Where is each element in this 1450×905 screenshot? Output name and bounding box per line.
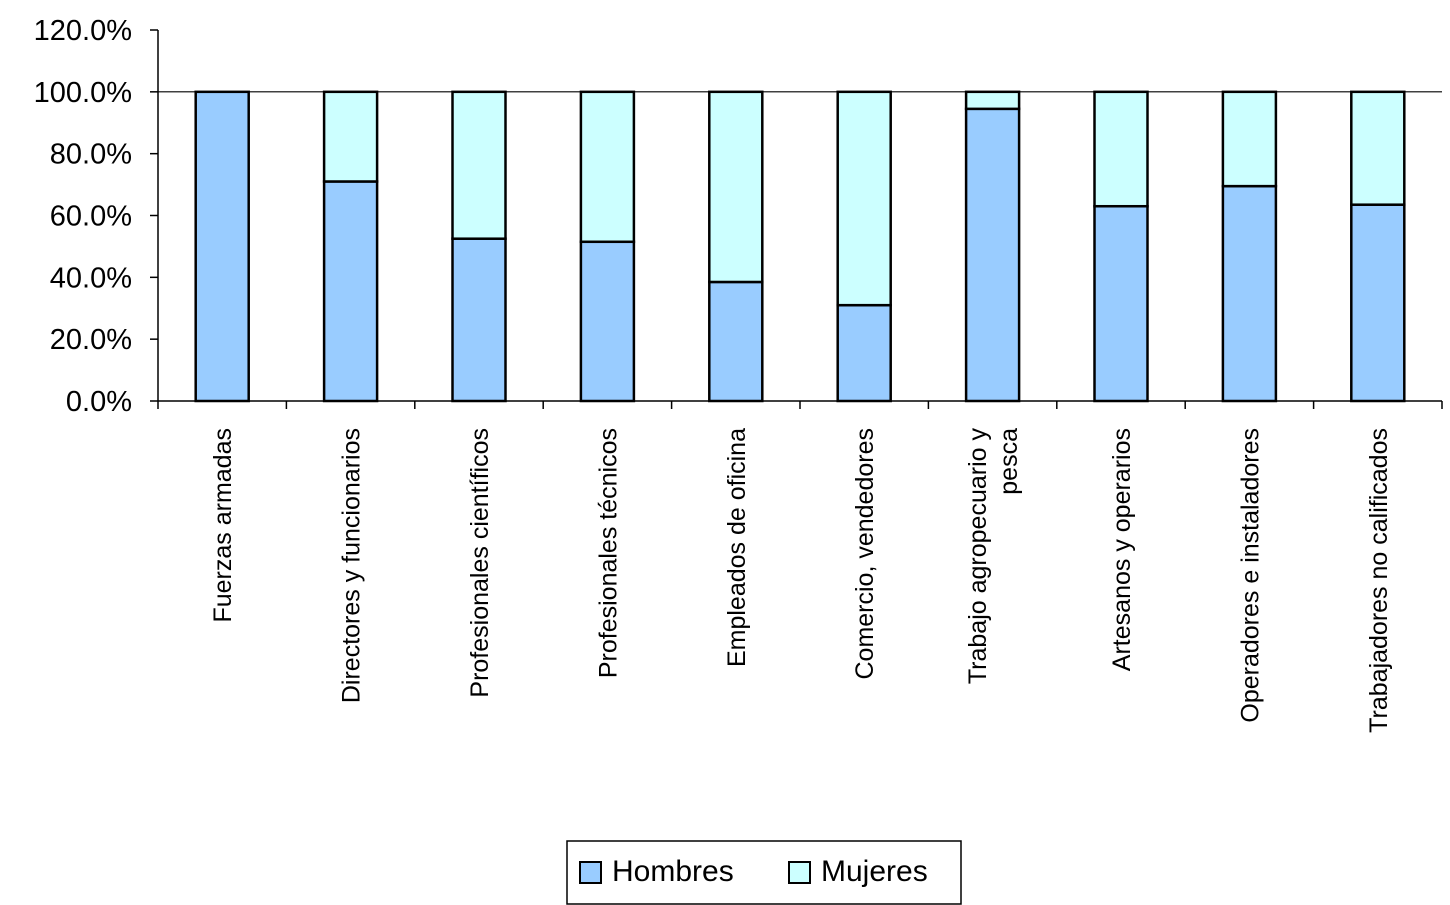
y-tick-label: 0.0% bbox=[66, 386, 132, 418]
bar-hombres-6 bbox=[964, 107, 1021, 403]
x-tick-label-line: Comercio, vendedores bbox=[851, 428, 879, 680]
bar-hombres-8 bbox=[1221, 184, 1278, 403]
bar-mujeres-7 bbox=[1093, 90, 1149, 208]
bar-hombres-7 bbox=[1093, 204, 1149, 403]
y-axis: 0.0% 20.0% 40.0% 60.0% 80.0% 100.0% 120.0% bbox=[34, 15, 159, 418]
category-labels: Fuerzas armadas Directores y funcionarios… bbox=[209, 428, 1393, 733]
bar-hombres-3 bbox=[579, 240, 636, 403]
x-tick-label-line: Fuerzas armadas bbox=[209, 428, 237, 623]
bar-mujeres-4 bbox=[708, 90, 764, 284]
x-tick-label: Fuerzas armadas bbox=[209, 428, 237, 623]
x-tick-label-line: Empleados de oficina bbox=[723, 428, 751, 667]
bar-hombres-9 bbox=[1350, 203, 1406, 403]
legend-swatch-mujeres bbox=[788, 861, 811, 884]
legend: Hombres Mujeres bbox=[566, 840, 962, 905]
bar-mujeres-2 bbox=[451, 90, 507, 240]
bar-mujeres-9 bbox=[1350, 90, 1406, 206]
x-tick-label: Trabajo agropecuario y pesca bbox=[964, 428, 1023, 685]
bar-hombres-5 bbox=[836, 303, 892, 403]
legend-label-hombres: Hombres bbox=[612, 855, 734, 888]
x-tick-label: Operadores e instaladores bbox=[1236, 428, 1264, 723]
x-tick-label: Directores y funcionarios bbox=[338, 428, 366, 703]
bar-mujeres-6 bbox=[964, 90, 1021, 111]
x-tick-label: Trabajadores no calificados bbox=[1365, 428, 1393, 733]
x-tick-label-line: Profesionales científicos bbox=[466, 428, 494, 698]
bars bbox=[194, 90, 1406, 403]
x-tick-label: Empleados de oficina bbox=[723, 428, 751, 667]
legend-swatch-hombres bbox=[579, 861, 602, 884]
legend-label-mujeres: Mujeres bbox=[821, 855, 928, 888]
bar-hombres-1 bbox=[322, 180, 379, 403]
x-tick-label-line: pesca bbox=[995, 428, 1023, 495]
x-tick-label: Profesionales científicos bbox=[466, 428, 494, 698]
x-tick-label-line: Profesionales técnicos bbox=[594, 428, 622, 678]
y-tick-label: 80.0% bbox=[50, 139, 132, 171]
x-tick-label: Comercio, vendedores bbox=[851, 428, 879, 680]
x-tick-label-line: Trabajo agropecuario y bbox=[964, 428, 992, 685]
y-tick-label: 60.0% bbox=[50, 201, 132, 233]
x-tick-label-line: Operadores e instaladores bbox=[1236, 428, 1264, 723]
bar-hombres-0 bbox=[194, 90, 250, 403]
y-tick-label: 20.0% bbox=[50, 324, 132, 356]
x-tick-label-line: Artesanos y operarios bbox=[1108, 428, 1136, 671]
legend-box bbox=[566, 840, 962, 905]
y-tick-label: 120.0% bbox=[34, 15, 132, 47]
y-tick-label: 40.0% bbox=[50, 262, 132, 294]
bar-mujeres-8 bbox=[1221, 90, 1278, 188]
bar-mujeres-3 bbox=[579, 90, 636, 244]
bar-mujeres-1 bbox=[322, 90, 379, 183]
y-tick-label: 100.0% bbox=[34, 77, 132, 109]
x-axis bbox=[157, 400, 1443, 409]
bar-mujeres-5 bbox=[836, 90, 892, 307]
bar-hombres-4 bbox=[708, 280, 764, 403]
x-tick-label: Artesanos y operarios bbox=[1108, 428, 1136, 671]
x-tick-label-line: Directores y funcionarios bbox=[338, 428, 366, 703]
x-tick-label-line: Trabajadores no calificados bbox=[1365, 428, 1393, 733]
x-tick-label: Profesionales técnicos bbox=[594, 428, 622, 678]
bar-hombres-2 bbox=[451, 237, 507, 403]
